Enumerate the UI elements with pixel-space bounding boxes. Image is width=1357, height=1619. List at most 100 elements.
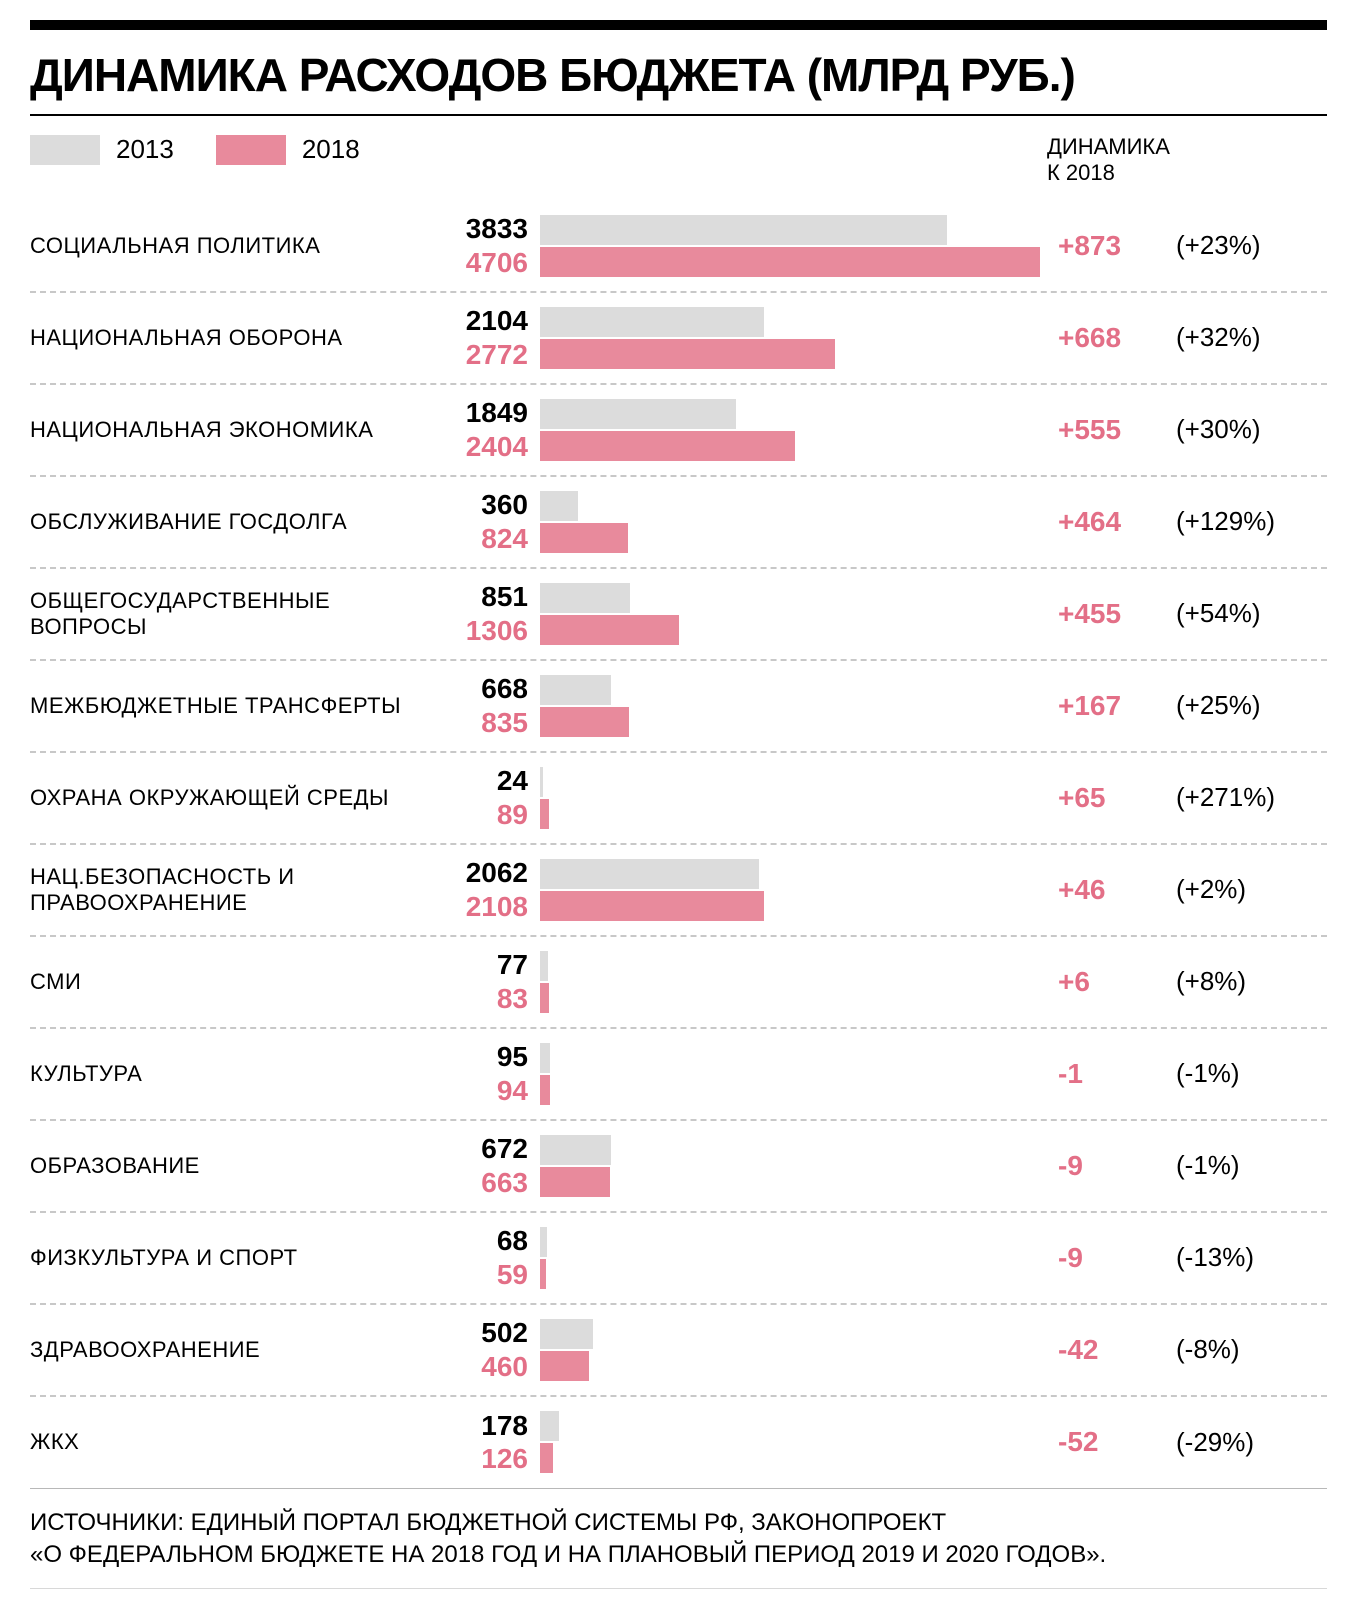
value-2013: 851 [420, 580, 528, 614]
chart-row: ЗДРАВООХРАНЕНИЕ502460-42(-8%) [30, 1305, 1327, 1397]
value-pair: 360824 [420, 488, 540, 555]
category-label: СОЦИАЛЬНАЯ ПОЛИТИКА [30, 233, 420, 259]
category-label: ЗДРАВООХРАНЕНИЕ [30, 1337, 420, 1363]
chart-rows: СОЦИАЛЬНАЯ ПОЛИТИКА38334706+873(+23%)НАЦ… [30, 201, 1327, 1489]
delta-value: +668 [1050, 322, 1170, 354]
value-2018: 824 [420, 522, 528, 556]
value-2018: 89 [420, 798, 528, 832]
value-2013: 178 [420, 1409, 528, 1443]
delta-value: +65 [1050, 782, 1170, 814]
delta-value: +555 [1050, 414, 1170, 446]
chart-row: МЕЖБЮДЖЕТНЫЕ ТРАНСФЕРТЫ668835 +167(+25%) [30, 661, 1327, 753]
chart-row: ФИЗКУЛЬТУРА И СПОРТ6859-9(-13%) [30, 1213, 1327, 1305]
category-label: НАЦИОНАЛЬНАЯ ОБОРОНА [30, 325, 420, 351]
category-label: МЕЖБЮДЖЕТНЫЕ ТРАНСФЕРТЫ [30, 693, 420, 719]
delta-percent: (+271%) [1170, 782, 1290, 813]
value-2013: 668 [420, 672, 528, 706]
chart-row: НАЦИОНАЛЬНАЯ ОБОРОНА21042772+668(+32%) [30, 293, 1327, 385]
chart-row: ОБРАЗОВАНИЕ672663-9(-1%) [30, 1121, 1327, 1213]
delta-percent: (+25%) [1170, 690, 1290, 721]
value-pair: 21042772 [420, 304, 540, 371]
value-2013: 24 [420, 764, 528, 798]
top-black-bar [30, 20, 1327, 30]
bar-2013 [540, 1043, 550, 1073]
bar-2018 [540, 1351, 589, 1381]
category-label: СМИ [30, 969, 420, 995]
delta-percent: (-1%) [1170, 1058, 1290, 1089]
value-2018: 835 [420, 706, 528, 740]
legend-label-2018: 2018 [302, 134, 360, 165]
value-2013: 2104 [420, 304, 528, 338]
chart-row: ЖКХ178126-52(-29%) [30, 1397, 1327, 1489]
value-2018: 94 [420, 1074, 528, 1108]
delta-value: +873 [1050, 230, 1170, 262]
delta-percent: (-1%) [1170, 1150, 1290, 1181]
value-2013: 1849 [420, 396, 528, 430]
value-2013: 502 [420, 1316, 528, 1350]
value-2013: 3833 [420, 212, 528, 246]
bar-pair [540, 399, 1050, 461]
bar-pair [540, 1135, 1050, 1197]
chart-page: ДИНАМИКА РАСХОДОВ БЮДЖЕТА (МЛРД РУБ.) 20… [0, 0, 1357, 1619]
value-2018: 4706 [420, 246, 528, 280]
delta-value: +464 [1050, 506, 1170, 538]
value-pair: 18492404 [420, 396, 540, 463]
category-label: ОБСЛУЖИВАНИЕ ГОСДОЛГА [30, 509, 420, 535]
value-pair: 6859 [420, 1224, 540, 1291]
legend-swatch-2013 [30, 135, 100, 165]
value-2013: 68 [420, 1224, 528, 1258]
value-2018: 59 [420, 1258, 528, 1292]
delta-value: +167 [1050, 690, 1170, 722]
chart-row: НАЦИОНАЛЬНАЯ ЭКОНОМИКА18492404+555(+30%) [30, 385, 1327, 477]
bar-2018 [540, 615, 679, 645]
bar-2018 [540, 1075, 550, 1105]
chart-row: ОБСЛУЖИВАНИЕ ГОСДОЛГА360824 +464(+129%) [30, 477, 1327, 569]
bar-pair [540, 491, 1050, 553]
category-label: ФИЗКУЛЬТУРА И СПОРТ [30, 1245, 420, 1271]
value-pair: 672663 [420, 1132, 540, 1199]
bar-pair [540, 307, 1050, 369]
bar-2018 [540, 1443, 553, 1473]
bar-2013 [540, 1319, 593, 1349]
legend-swatch-2018 [216, 135, 286, 165]
value-pair: 2489 [420, 764, 540, 831]
category-label: НАЦ.БЕЗОПАСНОСТЬ И ПРАВООХРАНЕНИЕ [30, 864, 420, 916]
delta-value: +6 [1050, 966, 1170, 998]
bar-pair [540, 1411, 1050, 1473]
category-label: НАЦИОНАЛЬНАЯ ЭКОНОМИКА [30, 417, 420, 443]
value-pair: 178126 [420, 1409, 540, 1476]
bar-2013 [540, 215, 947, 245]
bar-2018 [540, 799, 549, 829]
value-2018: 2772 [420, 338, 528, 372]
category-label: ОХРАНА ОКРУЖАЮЩЕЙ СРЕДЫ [30, 785, 420, 811]
bar-pair [540, 951, 1050, 1013]
bar-2013 [540, 399, 736, 429]
value-2018: 126 [420, 1442, 528, 1476]
delta-value: -9 [1050, 1242, 1170, 1274]
bar-2013 [540, 951, 548, 981]
bar-2018 [540, 983, 549, 1013]
value-pair: 668835 [420, 672, 540, 739]
bar-pair [540, 1043, 1050, 1105]
bar-2018 [540, 339, 835, 369]
bar-2018 [540, 891, 764, 921]
bar-2013 [540, 1135, 611, 1165]
delta-value: -1 [1050, 1058, 1170, 1090]
value-2013: 77 [420, 948, 528, 982]
bar-2013 [540, 767, 543, 797]
legend: 2013 2018 [30, 134, 1047, 165]
delta-percent: (+2%) [1170, 874, 1290, 905]
chart-row: КУЛЬТУРА9594-1(-1%) [30, 1029, 1327, 1121]
bar-pair [540, 1319, 1050, 1381]
value-pair: 7783 [420, 948, 540, 1015]
bar-2013 [540, 675, 611, 705]
value-2013: 360 [420, 488, 528, 522]
delta-value: -52 [1050, 1426, 1170, 1458]
bar-2018 [540, 1167, 610, 1197]
legend-label-2013: 2013 [116, 134, 174, 165]
delta-percent: (+129%) [1170, 506, 1290, 537]
bar-2013 [540, 1227, 547, 1257]
delta-percent: (-29%) [1170, 1427, 1290, 1458]
bar-2013 [540, 307, 764, 337]
category-label: ОБЩЕГОСУДАРСТВЕННЫЕ ВОПРОСЫ [30, 588, 420, 640]
